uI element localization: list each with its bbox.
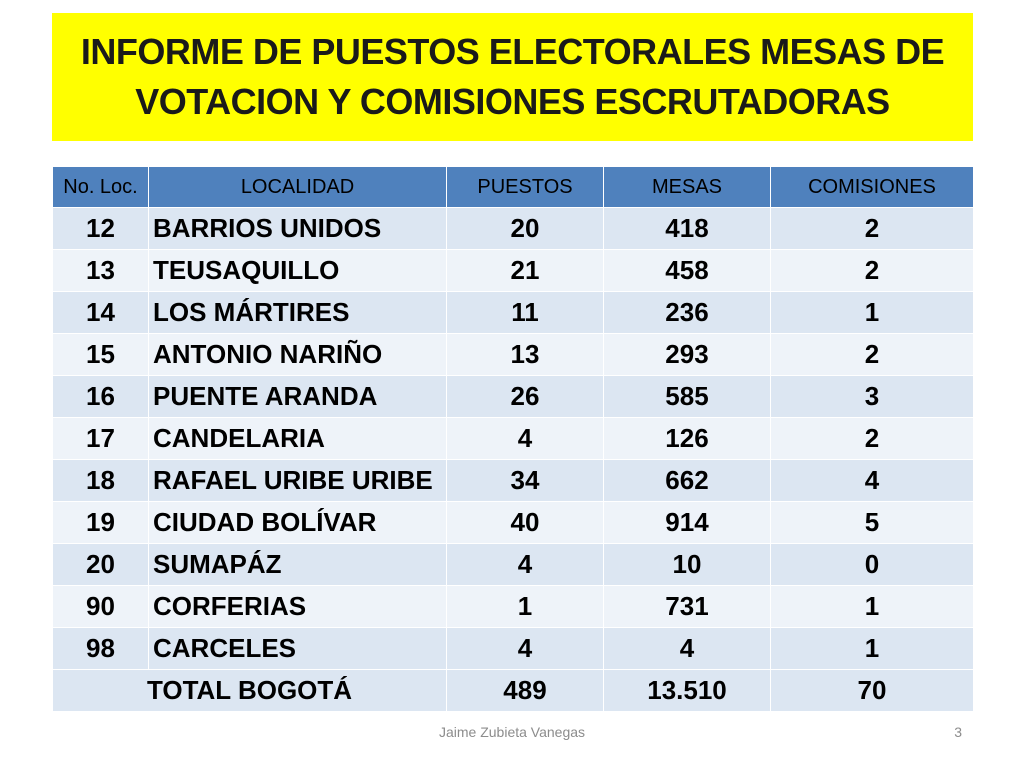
- cell-comisiones: 1: [770, 627, 974, 670]
- cell-no-loc: 16: [52, 375, 149, 418]
- cell-mesas: 236: [603, 291, 771, 334]
- cell-mesas: 4: [603, 627, 771, 670]
- cell-no-loc: 12: [52, 207, 149, 250]
- cell-no-loc: 98: [52, 627, 149, 670]
- cell-mesas: 10: [603, 543, 771, 586]
- electoral-table: No. Loc. LOCALIDAD PUESTOS MESAS COMISIO…: [52, 166, 974, 712]
- slide-footer: Jaime Zubieta Vanegas 3: [0, 724, 1024, 744]
- cell-puestos: 34: [446, 459, 604, 502]
- cell-no-loc: 17: [52, 417, 149, 460]
- slide-title: INFORME DE PUESTOS ELECTORALES MESAS DE …: [80, 31, 945, 122]
- cell-puestos: 20: [446, 207, 604, 250]
- table-row: 12 BARRIOS UNIDOS 20 418 2: [52, 207, 974, 250]
- cell-mesas: 662: [603, 459, 771, 502]
- cell-localidad: ANTONIO NARIÑO: [148, 333, 447, 376]
- cell-comisiones: 2: [770, 249, 974, 292]
- cell-puestos: 4: [446, 627, 604, 670]
- header-puestos: PUESTOS: [446, 166, 604, 208]
- table-row: 98 CARCELES 4 4 1: [52, 627, 974, 670]
- cell-localidad: CIUDAD BOLÍVAR: [148, 501, 447, 544]
- cell-mesas: 914: [603, 501, 771, 544]
- cell-puestos: 11: [446, 291, 604, 334]
- table-row: 19 CIUDAD BOLÍVAR 40 914 5: [52, 501, 974, 544]
- table-row: 14 LOS MÁRTIRES 11 236 1: [52, 291, 974, 334]
- cell-localidad: CARCELES: [148, 627, 447, 670]
- cell-no-loc: 14: [52, 291, 149, 334]
- cell-localidad: TEUSAQUILLO: [148, 249, 447, 292]
- table-row: 17 CANDELARIA 4 126 2: [52, 417, 974, 460]
- cell-mesas: 418: [603, 207, 771, 250]
- cell-localidad: RAFAEL URIBE URIBE: [148, 459, 447, 502]
- page-number: 3: [954, 724, 962, 740]
- total-comisiones: 70: [770, 669, 974, 712]
- footer-author: Jaime Zubieta Vanegas: [438, 724, 586, 740]
- cell-mesas: 458: [603, 249, 771, 292]
- cell-mesas: 293: [603, 333, 771, 376]
- cell-comisiones: 4: [770, 459, 974, 502]
- cell-no-loc: 20: [52, 543, 149, 586]
- table-row: 16 PUENTE ARANDA 26 585 3: [52, 375, 974, 418]
- total-mesas: 13.510: [603, 669, 771, 712]
- table-header-row: No. Loc. LOCALIDAD PUESTOS MESAS COMISIO…: [52, 166, 974, 208]
- cell-no-loc: 19: [52, 501, 149, 544]
- cell-puestos: 13: [446, 333, 604, 376]
- cell-comisiones: 2: [770, 333, 974, 376]
- cell-puestos: 40: [446, 501, 604, 544]
- cell-mesas: 731: [603, 585, 771, 628]
- cell-comisiones: 2: [770, 207, 974, 250]
- cell-no-loc: 15: [52, 333, 149, 376]
- cell-no-loc: 90: [52, 585, 149, 628]
- cell-comisiones: 1: [770, 291, 974, 334]
- cell-localidad: CORFERIAS: [148, 585, 447, 628]
- cell-comisiones: 0: [770, 543, 974, 586]
- cell-puestos: 26: [446, 375, 604, 418]
- cell-no-loc: 18: [52, 459, 149, 502]
- cell-localidad: PUENTE ARANDA: [148, 375, 447, 418]
- cell-localidad: LOS MÁRTIRES: [148, 291, 447, 334]
- cell-comisiones: 3: [770, 375, 974, 418]
- header-no-loc: No. Loc.: [52, 166, 149, 208]
- cell-mesas: 585: [603, 375, 771, 418]
- cell-localidad: BARRIOS UNIDOS: [148, 207, 447, 250]
- cell-comisiones: 2: [770, 417, 974, 460]
- cell-comisiones: 1: [770, 585, 974, 628]
- cell-no-loc: 13: [52, 249, 149, 292]
- title-banner: INFORME DE PUESTOS ELECTORALES MESAS DE …: [52, 13, 973, 141]
- cell-localidad: SUMAPÁZ: [148, 543, 447, 586]
- cell-comisiones: 5: [770, 501, 974, 544]
- table-row: 18 RAFAEL URIBE URIBE 34 662 4: [52, 459, 974, 502]
- total-puestos: 489: [446, 669, 604, 712]
- total-row: TOTAL BOGOTÁ 489 13.510 70: [52, 669, 974, 712]
- cell-localidad: CANDELARIA: [148, 417, 447, 460]
- table-row: 90 CORFERIAS 1 731 1: [52, 585, 974, 628]
- cell-puestos: 21: [446, 249, 604, 292]
- table-row: 15 ANTONIO NARIÑO 13 293 2: [52, 333, 974, 376]
- cell-mesas: 126: [603, 417, 771, 460]
- table-row: 20 SUMAPÁZ 4 10 0: [52, 543, 974, 586]
- header-mesas: MESAS: [603, 166, 771, 208]
- header-localidad: LOCALIDAD: [148, 166, 447, 208]
- header-comisiones: COMISIONES: [770, 166, 974, 208]
- cell-puestos: 1: [446, 585, 604, 628]
- cell-puestos: 4: [446, 543, 604, 586]
- cell-puestos: 4: [446, 417, 604, 460]
- table-row: 13 TEUSAQUILLO 21 458 2: [52, 249, 974, 292]
- total-label: TOTAL BOGOTÁ: [52, 669, 447, 712]
